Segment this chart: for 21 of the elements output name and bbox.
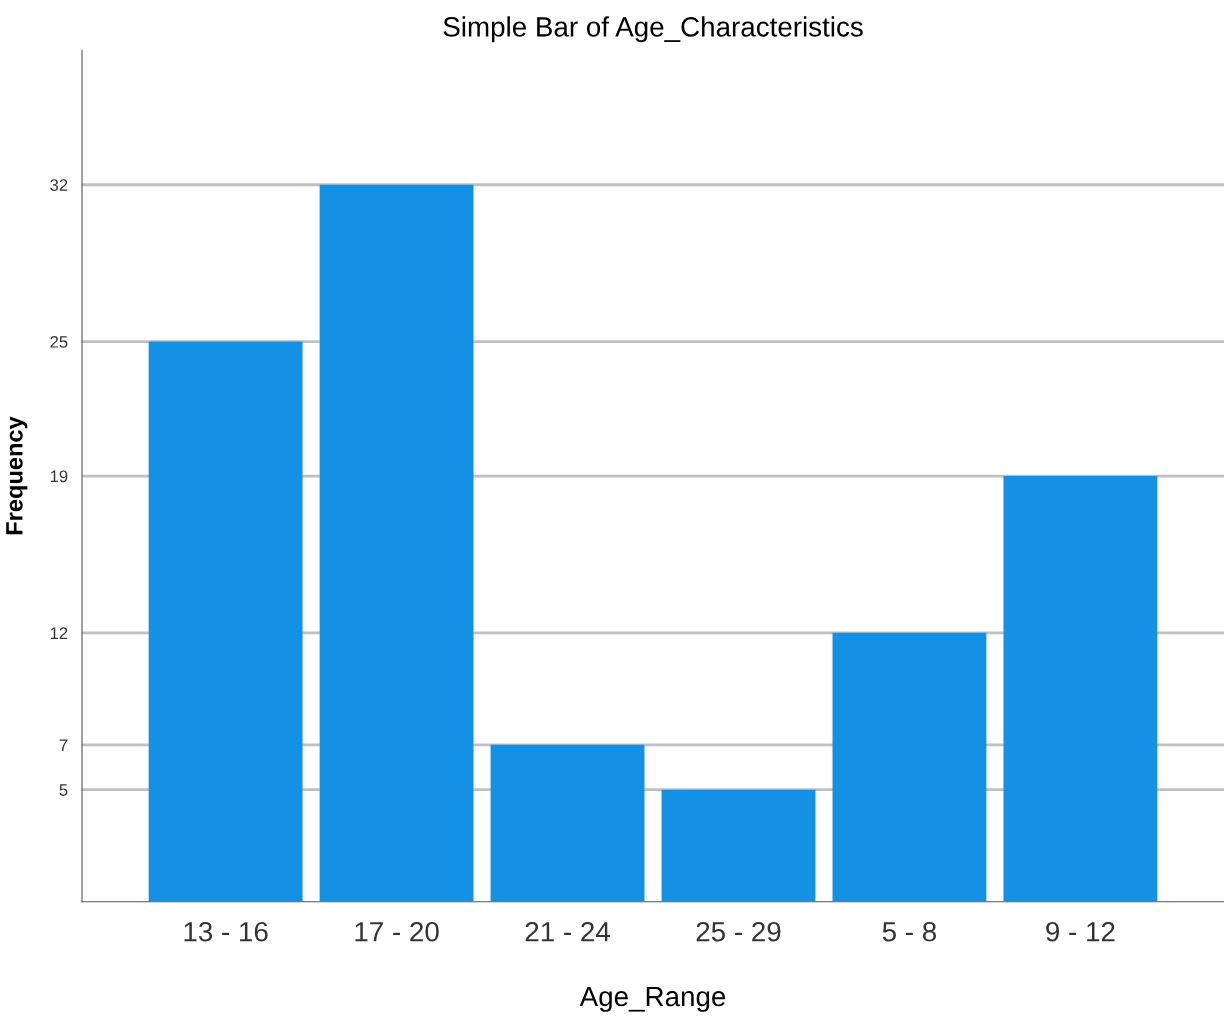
bar — [832, 632, 987, 902]
y-tick-label: 19 — [50, 470, 68, 483]
x-tick-label: 13 - 16 — [184, 921, 268, 942]
x-tick-label: 9 - 12 — [1046, 921, 1115, 942]
y-tick-label: 5 — [59, 784, 68, 796]
x-tick-label: 21 - 24 — [525, 921, 610, 942]
y-tick-label: 32 — [50, 179, 68, 191]
bar — [148, 341, 303, 902]
chart-title: Simple Bar of Age_Characteristics — [443, 16, 863, 43]
bar — [1003, 476, 1158, 902]
x-tick-label: 5 - 8 — [882, 921, 937, 942]
y-tick-label: 12 — [50, 627, 68, 639]
y-tick-label: 7 — [59, 739, 68, 751]
x-tick-label: 17 - 20 — [355, 921, 439, 942]
bar — [490, 744, 645, 902]
bar — [319, 184, 474, 902]
x-tick-label: 25 - 29 — [696, 921, 781, 942]
x-axis-title: Age_Range — [579, 986, 726, 1012]
y-axis-title: Frequency — [6, 416, 28, 535]
y-tick-label: 25 — [50, 335, 68, 348]
bar — [661, 789, 816, 902]
